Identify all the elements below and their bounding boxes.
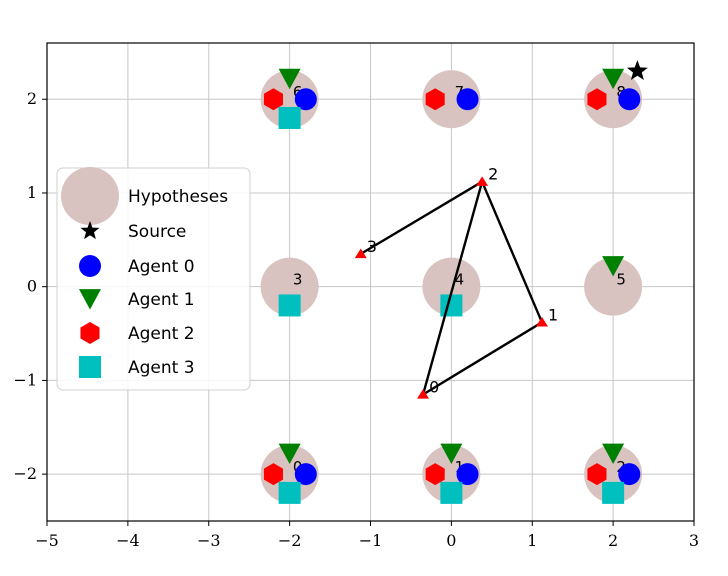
- agent-marker: [278, 106, 301, 129]
- y-tick-label: 2: [27, 89, 37, 108]
- legend-box: [56, 167, 251, 391]
- agent-marker: [587, 88, 607, 111]
- legend-marker: [80, 322, 100, 344]
- agent-marker: [278, 68, 301, 90]
- legend-marker: [61, 167, 119, 225]
- y-tick-label: −1: [13, 370, 37, 389]
- network-node-label: 2: [488, 165, 498, 184]
- network-layer: 0 1 2 3: [354, 165, 558, 399]
- y-tick-label: 1: [27, 183, 37, 202]
- agent-marker: [425, 88, 445, 111]
- x-tick-label: 3: [689, 531, 699, 550]
- hypothesis-circle: [422, 445, 481, 504]
- network-node-label: 1: [548, 305, 558, 324]
- x-tick-label: −3: [197, 531, 221, 550]
- source-layer: [626, 60, 648, 81]
- legend-marker: [79, 255, 101, 277]
- hypothesis-circle: [260, 257, 319, 316]
- agent-marker: [440, 481, 463, 504]
- hypothesis-circle: [584, 445, 643, 504]
- legend-label: Agent 0: [128, 257, 195, 277]
- agent-marker: [587, 463, 607, 486]
- x-tick-label: 2: [608, 531, 618, 550]
- legend-marker: [80, 221, 100, 240]
- legend-label: Agent 2: [128, 324, 195, 344]
- hypothesis-circle: [260, 70, 319, 129]
- hypothesis-circle: [260, 445, 319, 504]
- network-node-label: 0: [429, 377, 439, 396]
- legend-label: Hypotheses: [128, 187, 228, 207]
- agent-marker: [263, 88, 283, 111]
- x-tick-label: 1: [527, 531, 537, 550]
- legend-marker: [79, 289, 101, 310]
- legend-label: Agent 1: [128, 290, 195, 310]
- network-node: [417, 389, 430, 399]
- plot-border: [46, 42, 695, 522]
- agent-marker: [602, 481, 625, 504]
- agent-marker: [263, 463, 283, 486]
- x-tick-label: −2: [278, 531, 302, 550]
- network-edge: [422, 321, 543, 396]
- x-tick-label: −1: [359, 531, 383, 550]
- network-edge: [421, 181, 484, 395]
- network-node-label: 3: [367, 237, 377, 256]
- agent-marker: [278, 294, 301, 317]
- network-node: [535, 316, 548, 327]
- agent-marker: [294, 88, 317, 111]
- agent-marker: [618, 463, 641, 486]
- y-tick-label: 0: [27, 277, 37, 296]
- agent-marker: [456, 88, 479, 111]
- hypothesis-circle: [584, 70, 643, 129]
- agents-layer: [263, 68, 641, 504]
- axis-ticks: −5 −4 −3 −2 −1 0 1 2 3 −2 −1 0 1 2: [13, 89, 699, 550]
- hypothesis-circle: [422, 70, 481, 129]
- legend-label: Source: [128, 222, 186, 242]
- agent-marker: [294, 463, 317, 486]
- agent-marker: [618, 88, 641, 111]
- hypothesis-circle: [584, 257, 643, 316]
- y-tick-label: −2: [13, 464, 37, 483]
- agent-marker: [456, 463, 479, 486]
- agent-marker: [440, 294, 463, 317]
- network-edge: [481, 181, 544, 323]
- agent-marker: [278, 481, 301, 504]
- hypothesis-label: 5: [616, 271, 626, 289]
- network-node: [354, 248, 367, 259]
- legend: Hypotheses Source Agent 0 Agent 1 Agent 2 Age…: [56, 167, 251, 391]
- legend-label: Agent 3: [128, 358, 195, 378]
- agent-marker: [425, 463, 445, 486]
- x-tick-label: 0: [446, 531, 456, 550]
- hypothesis-label: 4: [455, 271, 465, 289]
- x-tick-label: −4: [116, 531, 140, 550]
- network-node: [476, 176, 489, 186]
- agent-marker: [602, 256, 625, 277]
- agent-marker: [440, 443, 463, 464]
- hypothesis-circle: [422, 257, 481, 316]
- agent-marker: [602, 68, 625, 90]
- hypothesis-label: 3: [293, 271, 303, 289]
- legend-marker: [79, 356, 101, 378]
- network-edge: [360, 180, 483, 255]
- source-star: [626, 60, 648, 81]
- agent-marker: [278, 443, 301, 464]
- agent-marker: [602, 443, 625, 464]
- x-tick-label: −5: [35, 531, 59, 550]
- hypotheses-layer: 012345678: [260, 70, 643, 504]
